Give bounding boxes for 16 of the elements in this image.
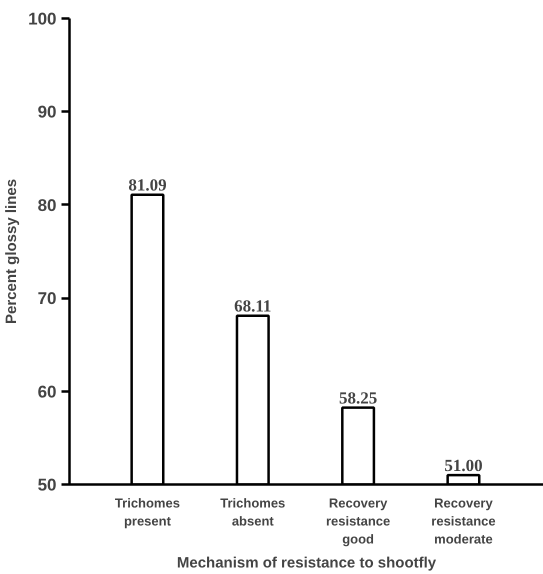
x-tick-label: Recovery resistance good xyxy=(326,496,390,546)
data-label: 68.11 xyxy=(234,296,272,316)
x-tick-label: Trichomes present xyxy=(114,496,180,528)
y-tick-label: 60 xyxy=(38,382,57,402)
x-axis-title: Mechanism of resistance to shootfly xyxy=(176,554,437,572)
data-label: 58.25 xyxy=(338,388,378,408)
y-tick-label: 70 xyxy=(38,289,57,308)
x-tick-label: Trichomes absent xyxy=(220,496,286,528)
y-tick-label: 90 xyxy=(38,102,57,122)
data-label: 51.00 xyxy=(444,456,483,476)
y-tick-label: 50 xyxy=(38,476,57,494)
x-tick-label: Recovery resistance moderate xyxy=(431,496,496,546)
y-axis-title: Percent glossy lines xyxy=(3,178,20,324)
data-label: 81.09 xyxy=(128,176,167,195)
y-tick-label: 80 xyxy=(38,196,57,215)
y-tick-label: 100 xyxy=(28,10,57,28)
